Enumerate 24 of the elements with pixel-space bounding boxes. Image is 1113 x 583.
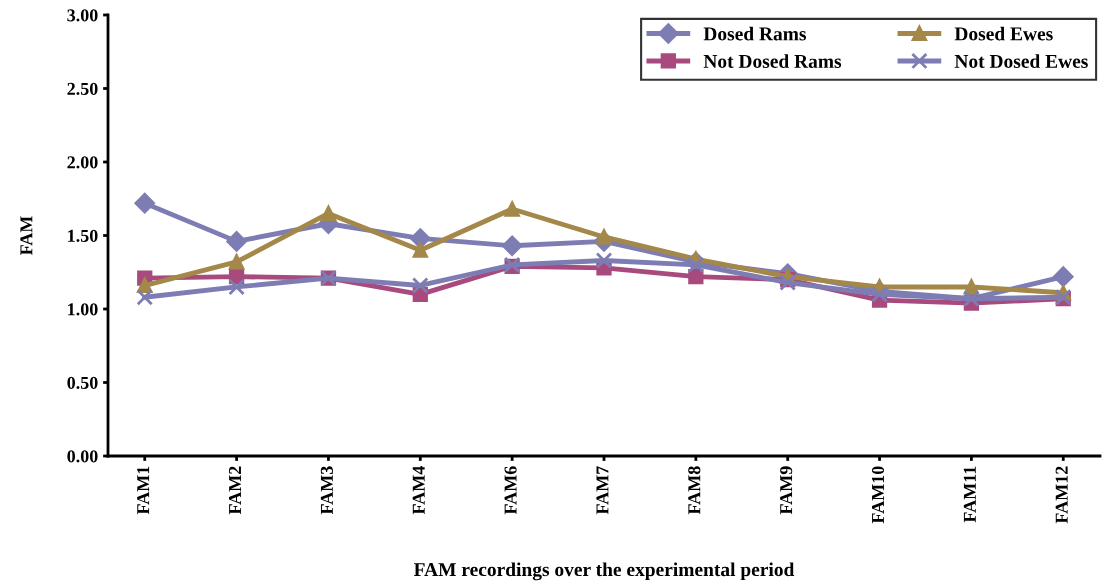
- x-tick-label: FAM11: [963, 466, 976, 523]
- y-tick-label: 0.00: [67, 450, 98, 463]
- x-tick-label: FAM12: [1055, 466, 1068, 524]
- x-tick-label: FAM8: [688, 466, 701, 515]
- x-axis-title: FAM recordings over the experimental period: [413, 562, 795, 581]
- y-tick-label: 1.50: [68, 229, 98, 243]
- legend-label: Not Dosed Ewes: [954, 54, 1088, 68]
- legend-label: Dosed Rams: [703, 26, 807, 41]
- y-axis-title: FAM: [20, 216, 33, 256]
- x-tick-label: FAM10: [871, 466, 885, 524]
- y-tick-label: 1.00: [68, 303, 98, 316]
- legend-label: Not Dosed Rams: [703, 54, 842, 68]
- y-tick-label: 2.50: [67, 82, 98, 96]
- x-tick-label: FAM4: [412, 466, 425, 515]
- x-tick-label: FAM7: [596, 466, 609, 515]
- x-tick-label: FAM6: [504, 466, 517, 515]
- y-tick-label: 2.00: [67, 156, 98, 169]
- legend-label: Dosed Ewes: [954, 26, 1053, 41]
- y-tick-label: 0.50: [67, 376, 98, 390]
- x-tick-label: FAM9: [780, 466, 793, 515]
- x-tick-label: FAM2: [228, 466, 241, 515]
- x-tick-label: FAM1: [137, 466, 150, 515]
- x-tick-label: FAM3: [320, 466, 333, 515]
- y-tick-label: 3.00: [67, 9, 98, 22]
